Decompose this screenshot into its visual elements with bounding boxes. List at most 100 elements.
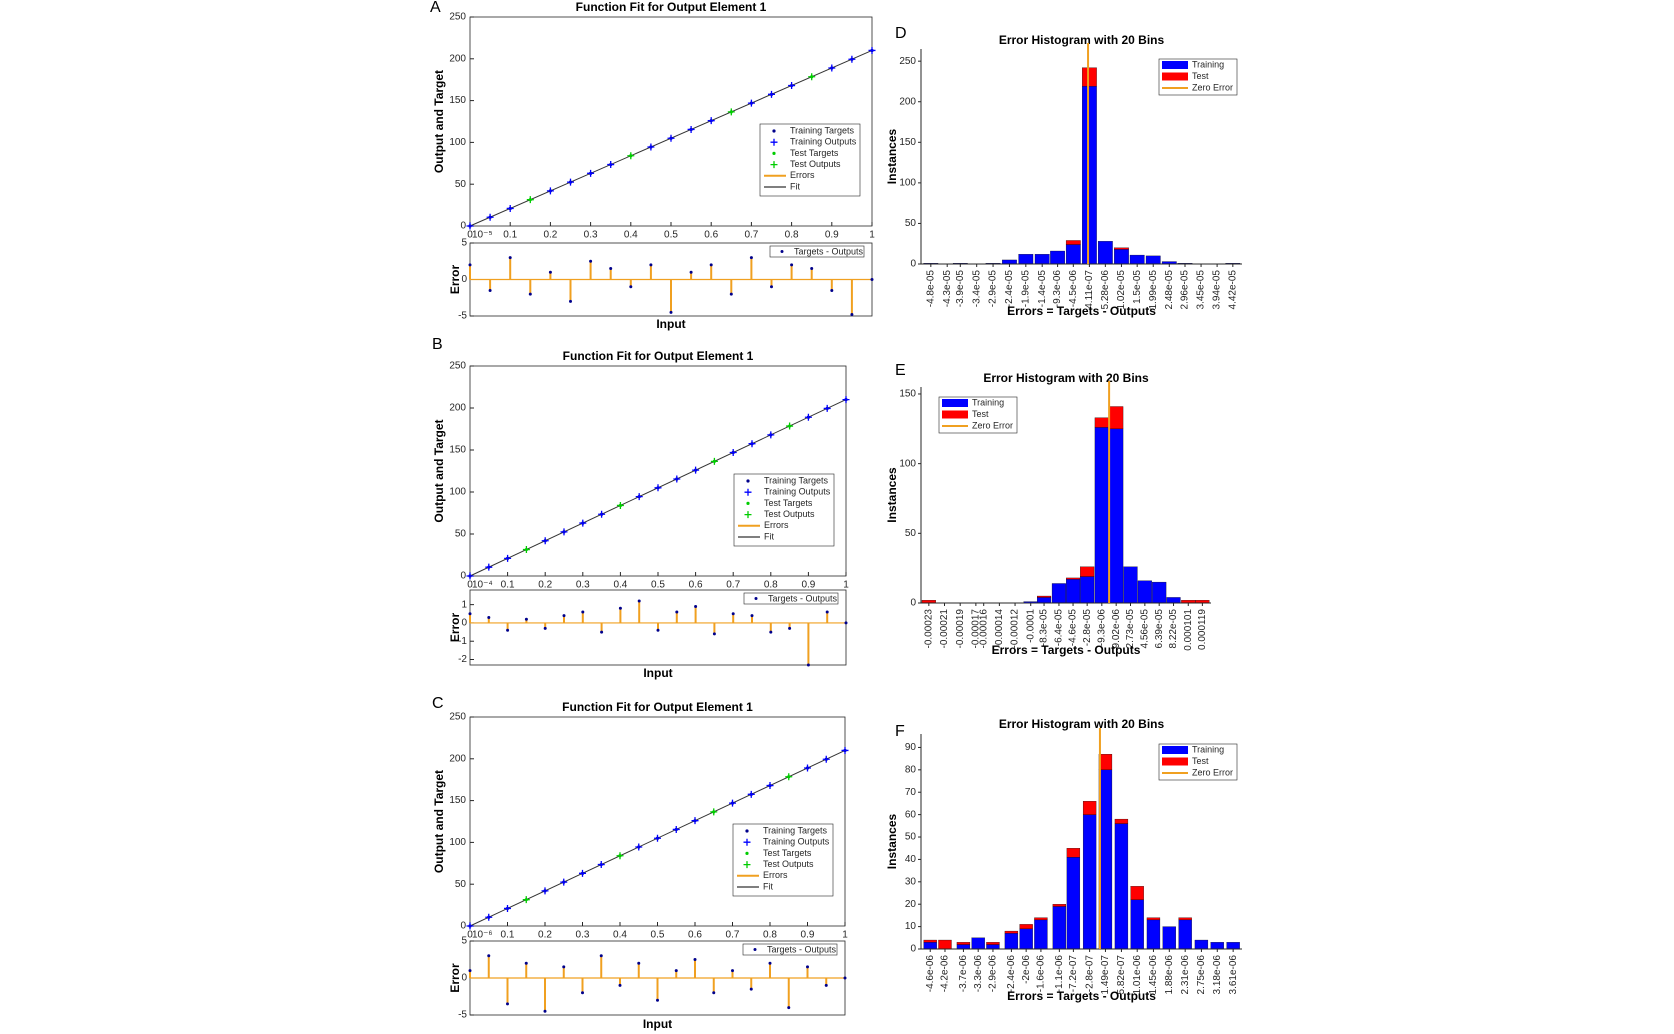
plus-marker — [635, 843, 643, 851]
error-point — [850, 313, 854, 317]
x-tick-label: -9.3e-06 — [1052, 270, 1063, 308]
error-point — [656, 628, 660, 632]
legend-swatch — [942, 410, 968, 419]
x-tick-label: 0 — [467, 930, 473, 941]
plus-marker — [788, 82, 796, 90]
x-tick-label: -0.0001 — [1025, 609, 1036, 643]
legend-label: Zero Error — [1192, 82, 1233, 92]
plus-marker — [727, 108, 735, 116]
error-point — [675, 610, 679, 614]
legend-label: Training Outputs — [790, 137, 857, 147]
error-point — [843, 976, 847, 980]
x-tick-label: 3.94e-05 — [1212, 270, 1223, 310]
plus-marker — [597, 861, 605, 869]
plus-marker — [841, 746, 849, 754]
bar — [1146, 917, 1161, 921]
x-tick-label: -2.4e-05 — [1004, 270, 1015, 308]
error-point — [825, 610, 829, 614]
error-point — [694, 604, 698, 608]
dot-marker — [772, 129, 776, 133]
dot-marker — [772, 151, 776, 155]
x-tick-label: 0.5 — [651, 930, 665, 941]
y-tick-label: 60 — [905, 809, 917, 820]
error-point — [806, 663, 810, 667]
plus-marker — [785, 773, 793, 781]
error-legend-box — [769, 245, 865, 258]
bar — [1019, 928, 1033, 950]
x-tick-label: 0.6 — [688, 930, 702, 941]
y-tick-label: 90 — [905, 742, 917, 753]
error-point — [674, 969, 678, 973]
plus-marker — [587, 169, 595, 177]
plus-marker — [616, 852, 624, 860]
plus-marker — [710, 457, 718, 465]
x-tick-label: 0.1 — [501, 930, 515, 941]
legend-label: Zero Error — [972, 420, 1013, 430]
y-tick-label: 200 — [899, 96, 916, 107]
error-point — [637, 961, 641, 965]
legend-label: Errors — [764, 520, 789, 530]
error-point — [569, 299, 572, 303]
x-tick-label: -1.9e-05 — [1020, 270, 1031, 308]
y-tick-label: 100 — [449, 487, 466, 498]
x-tick-label: 0.9 — [801, 580, 815, 591]
x-tick-label: -3.9e-05 — [955, 270, 966, 308]
panel-label: D — [895, 25, 907, 42]
plus-marker — [654, 834, 661, 842]
legend-box — [733, 473, 835, 547]
bar — [1152, 581, 1167, 604]
y-tick-label: 50 — [905, 528, 917, 539]
plus-marker — [560, 528, 568, 536]
error-point — [870, 278, 874, 281]
error-point — [770, 285, 773, 289]
plus-marker — [691, 817, 699, 825]
plus-marker — [466, 922, 474, 930]
y-tick-label: 150 — [449, 95, 466, 106]
error-y-tick-label: 0 — [461, 973, 467, 984]
error-point — [830, 288, 834, 292]
bar — [1082, 814, 1097, 950]
bar — [1137, 580, 1152, 604]
plus-marker — [687, 125, 695, 133]
error-point — [844, 621, 848, 625]
y-tick-label: 30 — [905, 876, 917, 887]
bar — [1050, 250, 1065, 265]
y-tick-label: 250 — [449, 12, 466, 23]
error-y-tick-label: -5 — [458, 1010, 467, 1021]
y-tick-label: 250 — [899, 56, 916, 67]
bar — [1145, 255, 1161, 265]
x-tick-label: -8.3e-05 — [1039, 609, 1050, 647]
legend-label: Test Outputs — [763, 859, 814, 869]
error-point — [524, 617, 528, 621]
plus-marker — [822, 755, 830, 763]
plus-marker — [546, 187, 554, 195]
x-tick-label: 9.02e-06 — [1111, 609, 1122, 649]
legend-swatch — [942, 399, 968, 407]
error-point — [712, 991, 716, 995]
error-point — [750, 614, 754, 618]
legend-label: Targets - Outputs — [767, 944, 837, 954]
legend-label: Training Outputs — [763, 837, 830, 847]
x-tick-label: -0.00017 — [971, 609, 982, 649]
legend-label: Training Outputs — [764, 487, 831, 497]
y-axis-label: Instances — [885, 813, 899, 869]
legend-box — [732, 823, 834, 897]
x-tick-label: 0.5 — [664, 230, 678, 241]
x-tick-label: 0.000119 — [1197, 609, 1208, 650]
panel-label: C — [432, 695, 444, 712]
y-tick-label: 150 — [449, 795, 466, 806]
plus-marker — [486, 213, 494, 221]
error-point — [712, 632, 716, 636]
plus-marker — [647, 143, 655, 151]
plus-marker — [506, 204, 514, 212]
error-point — [543, 626, 547, 630]
x-tick-label: 0.3 — [584, 230, 598, 241]
x-tick-label: -0.00021 — [939, 609, 950, 649]
dot-marker — [746, 479, 750, 483]
plus-marker — [804, 413, 812, 421]
plus-marker — [767, 431, 775, 439]
error-point — [810, 267, 814, 271]
bar — [1066, 857, 1081, 950]
error-y-label: Error — [448, 963, 462, 993]
error-point — [788, 626, 792, 630]
